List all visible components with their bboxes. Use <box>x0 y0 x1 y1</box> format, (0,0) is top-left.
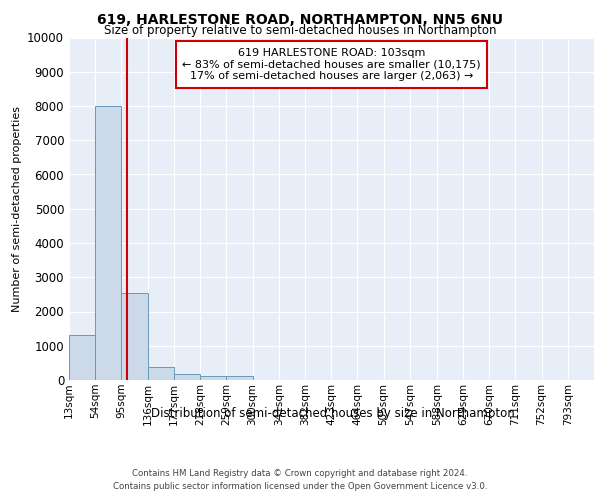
Text: Contains HM Land Registry data © Crown copyright and database right 2024.
Contai: Contains HM Land Registry data © Crown c… <box>113 470 487 491</box>
Bar <box>148 366 174 380</box>
Text: Distribution of semi-detached houses by size in Northampton: Distribution of semi-detached houses by … <box>151 408 515 420</box>
Y-axis label: Number of semi-detached properties: Number of semi-detached properties <box>11 106 22 312</box>
Bar <box>121 292 148 380</box>
Bar <box>174 374 200 380</box>
Bar <box>226 376 253 380</box>
Bar <box>200 376 226 380</box>
Bar <box>69 336 95 380</box>
Text: 619 HARLESTONE ROAD: 103sqm
← 83% of semi-detached houses are smaller (10,175)
1: 619 HARLESTONE ROAD: 103sqm ← 83% of sem… <box>182 48 481 81</box>
Bar <box>95 106 121 380</box>
Text: Size of property relative to semi-detached houses in Northampton: Size of property relative to semi-detach… <box>104 24 496 37</box>
Text: 619, HARLESTONE ROAD, NORTHAMPTON, NN5 6NU: 619, HARLESTONE ROAD, NORTHAMPTON, NN5 6… <box>97 12 503 26</box>
